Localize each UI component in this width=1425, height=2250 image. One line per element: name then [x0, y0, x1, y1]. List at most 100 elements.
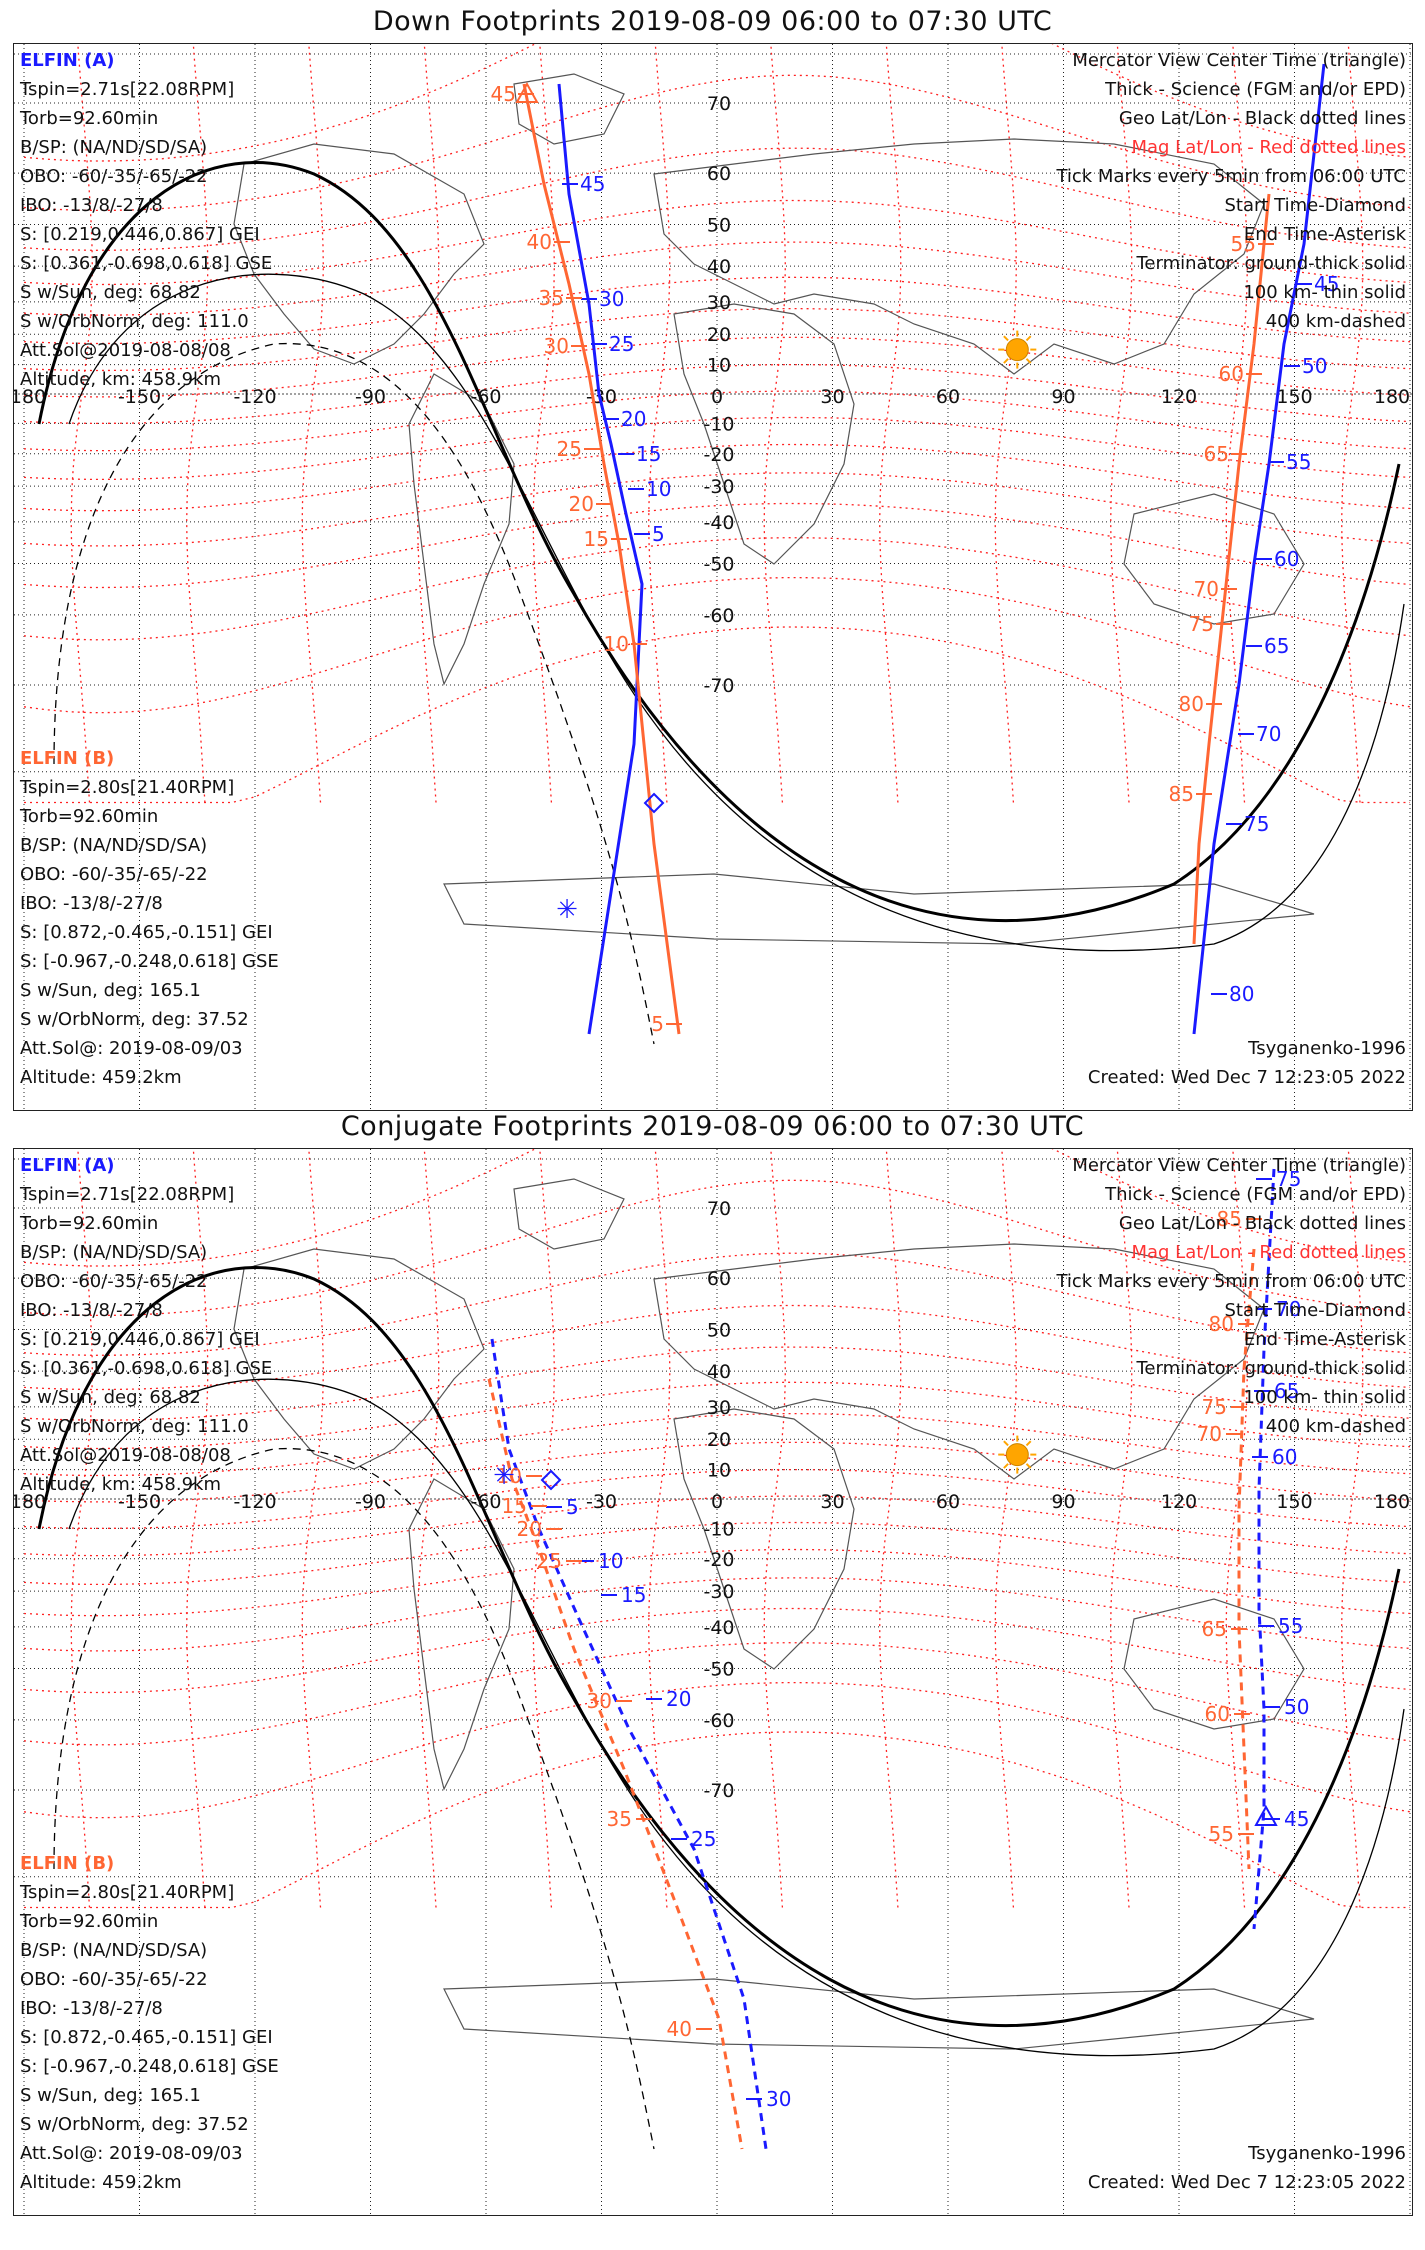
lon-label: -120: [233, 1491, 276, 1513]
lat-label: 20: [707, 1429, 731, 1451]
elfin-b-tick-label: 10: [604, 632, 629, 656]
coastline: [513, 73, 625, 145]
elfin-b-tick-label: 85: [1169, 782, 1194, 806]
mag-meridian: [301, 44, 324, 803]
elfin-a-info-9: S w/OrbNorm, deg: 111.0: [20, 311, 249, 332]
elfin-b-info-9: S w/OrbNorm, deg: 37.52: [20, 1009, 249, 1030]
elfin-a-tick-label: 25: [609, 332, 634, 356]
elfin-b-info-11: Altitude: 459.2km: [20, 1067, 182, 1088]
mag-meridian: [879, 1149, 902, 1908]
mag-parallel: [23, 74, 1411, 212]
elfin-b-tick-label: 40: [527, 230, 552, 254]
lat-label: -60: [703, 1710, 734, 1732]
elfin-a-tick-label: 45: [1284, 1807, 1309, 1831]
elfin-b-tick-label: 15: [502, 1494, 527, 1518]
legend-10: 400 km-dashed: [1265, 311, 1406, 332]
lon-label: 180: [14, 1491, 46, 1513]
lat-label: -30: [703, 476, 734, 498]
elfin-b-tick-label: 65: [1204, 442, 1229, 466]
elfin-a-tick-label: 75: [1244, 812, 1269, 836]
sun-icon: [1005, 338, 1029, 362]
elfin-b-tick-label: 70: [1194, 577, 1219, 601]
elfin-b-tick-label: 55: [1231, 232, 1256, 256]
elfin-a-tick-label: 60: [1274, 547, 1299, 571]
coastline: [443, 1978, 1315, 2050]
mag-parallel: [23, 472, 1411, 547]
sun-ray: [1025, 335, 1032, 342]
elfin-a-info-2: Torb=92.60min: [20, 108, 159, 129]
lat-label: -40: [703, 512, 734, 534]
elfin-a-tick-label: 55: [1286, 450, 1311, 474]
elfin-b-tick-label: 35: [539, 286, 564, 310]
elfin-a-track-west: [490, 1338, 768, 2150]
elfin-b-info-10: Att.Sol@: 2019-08-09/03: [20, 1038, 243, 1059]
mag-parallel: [23, 1304, 1411, 1391]
legend-1: Mercator View Center Time (triangle): [1072, 50, 1406, 71]
sun-ray: [1003, 335, 1009, 342]
coastline: [653, 138, 1265, 375]
lat-label: -10: [703, 1518, 734, 1540]
mag-parallel: [23, 1548, 1411, 1617]
elfin-b-tick-label: 5: [651, 1012, 664, 1036]
elfin-b-info-10: Att.Sol@: 2019-08-09/03: [20, 2143, 243, 2164]
elfin-b-info-4: OBO: -60/-35/-65/-22: [20, 1969, 208, 1990]
lon-label: -150: [118, 386, 161, 408]
mag-meridian: [763, 44, 786, 803]
mag-parallel: [23, 363, 1411, 425]
model-label: Tsyganenko-1996: [1248, 1038, 1406, 1059]
mag-meridian: [879, 44, 902, 803]
elfin-a-tick-label: 45: [1314, 272, 1339, 296]
elfin-b-tick-label: 25: [557, 437, 582, 461]
legend-7: End Time-Asterisk: [1243, 224, 1406, 245]
elfin-b-tick-label: 65: [1202, 1617, 1227, 1641]
elfin-a-info-11: Altitude, km: 458.9km: [20, 1474, 222, 1495]
lat-label: 70: [707, 1198, 731, 1220]
lat-label: 60: [707, 1268, 731, 1290]
mag-meridian: [1110, 1149, 1133, 1908]
elfin-a-tick-label: 30: [766, 2087, 791, 2111]
elfin-b-info-7: S: [-0.967,-0.248,0.618] GSE: [20, 951, 279, 972]
mag-parallel: [23, 1412, 1411, 1477]
elfin-b-info-6: S: [0.872,-0.465,-0.151] GEI: [20, 922, 273, 943]
sun-ray: [1025, 358, 1032, 364]
elfin-b-tick-label: 15: [584, 527, 609, 551]
elfin-b-track-east: [1192, 193, 1271, 945]
elfin-a-info-7: S: [0.361,-0.698,0.618] GSE: [20, 253, 273, 274]
mag-parallel: [23, 1577, 1411, 1652]
mag-parallel: [23, 1468, 1411, 1530]
mag-parallel: [23, 1642, 1411, 1746]
elfin-b-tick-label: 80: [1209, 1312, 1234, 1336]
mag-meridian: [763, 1149, 786, 1908]
mag-parallel: [23, 1441, 1411, 1503]
elfin-a-tick-label: 65: [1264, 634, 1289, 658]
mag-parallel: [23, 416, 1411, 481]
mag-meridian: [301, 1149, 324, 1908]
elfin-a-info-3: B/SP: (NA/ND/SD/SA): [20, 137, 208, 158]
mag-parallel: [23, 147, 1411, 251]
elfin-a-info-9: S w/OrbNorm, deg: 111.0: [20, 1416, 249, 1437]
legend-5: Tick Marks every 5min from 06:00 UTC: [1056, 1271, 1406, 1292]
sun-ray: [1003, 358, 1009, 364]
elfin-b-info-5: IBO: -13/8/-27/8: [20, 893, 163, 914]
legend-8: Terminator: ground-thick solid: [1136, 1358, 1406, 1379]
elfin-a-tick-label: 5: [652, 522, 665, 546]
elfin-a-info-6: S: [0.219,0.446,0.867] GEI: [20, 1329, 260, 1350]
panel-1-title: Down Footprints 2019-08-09 06:00 to 07:3…: [372, 6, 1053, 37]
elfin-b-tick-label: 60: [1219, 362, 1244, 386]
legend-10: 400 km-dashed: [1265, 1416, 1406, 1437]
mag-parallel: [24, 1731, 1410, 1909]
mag-parallel: [23, 1149, 1411, 1267]
lon-label: -150: [118, 1491, 161, 1513]
elfin-a-header: ELFIN (A): [20, 50, 115, 71]
mag-parallel: [23, 537, 1411, 641]
elfin-a-tick-label: 55: [1278, 1614, 1303, 1638]
lon-label: -90: [355, 1491, 386, 1513]
legend-2: Thick - Science (FGM and/or EPD): [1105, 1184, 1406, 1205]
elfin-b-info-4: OBO: -60/-35/-65/-22: [20, 864, 208, 885]
start-diamond: [643, 792, 665, 814]
elfin-a-info-1: Tspin=2.71s[22.08RPM]: [20, 79, 235, 100]
elfin-a-info-7: S: [0.361,-0.698,0.618] GSE: [20, 1358, 273, 1379]
lat-label: -40: [703, 1617, 734, 1639]
lon-label: 30: [820, 386, 844, 408]
sun-icon: [1005, 1443, 1029, 1467]
